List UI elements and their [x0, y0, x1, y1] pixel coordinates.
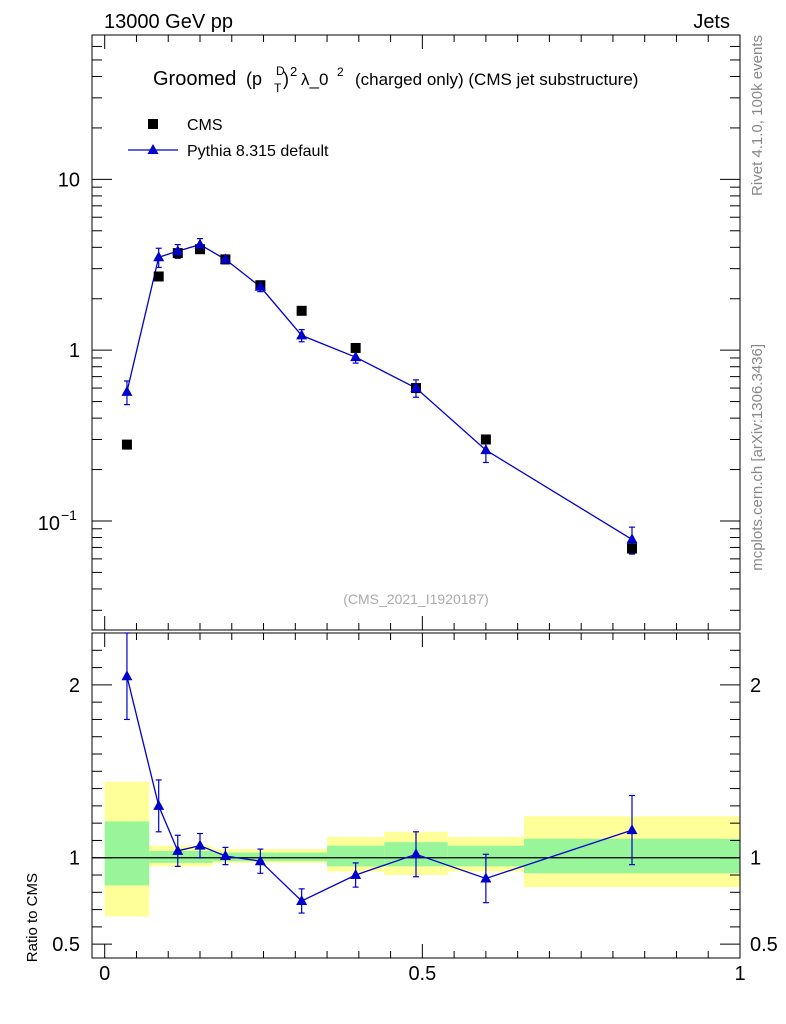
ratio-ylabel: Ratio to CMS	[24, 873, 41, 962]
mc-data-point	[626, 533, 638, 544]
ratio-ytick-label: 1	[69, 848, 80, 870]
x-tick-label: 0.5	[408, 963, 436, 985]
legend-mc-label: Pythia 8.315 default	[187, 143, 329, 160]
analysis-id: (CMS_2021_I1920187)	[343, 591, 489, 607]
main-ytick-label: 1	[69, 340, 80, 362]
mc-data-point	[153, 251, 165, 262]
cms-data-point	[627, 543, 637, 554]
legend-cms-marker	[148, 119, 158, 129]
ratio-mc-point	[121, 670, 133, 681]
mc-data-point	[172, 245, 184, 256]
mc-data-point	[121, 385, 133, 396]
chart-title: Groomed (p D T ) 2 λ_0 2 (charged only) …	[153, 64, 638, 95]
ratio-frame	[91, 632, 741, 959]
ratio-mc-point	[219, 850, 231, 861]
legend-cms-label: CMS	[187, 117, 223, 134]
title-math-base: (p	[246, 69, 262, 89]
ratio-mc-point	[350, 869, 362, 880]
x-tick-label: 1	[734, 963, 745, 985]
legend: CMS Pythia 8.315 default	[128, 117, 329, 160]
mc-data-point	[254, 280, 266, 291]
ratio-ytick-label-right: 0.5	[750, 934, 778, 956]
mc-data-point	[350, 351, 362, 362]
mc-data-point	[194, 238, 206, 249]
ratio-ytick-label-right: 2	[750, 675, 761, 697]
ratio-mc-point	[194, 839, 206, 850]
title-math-pow: 2	[290, 64, 297, 79]
mc-data-point	[410, 382, 422, 393]
title-math-sup: D	[276, 64, 285, 78]
mcplots-label: mcplots.cern.ch [arXiv:1306.3436]	[749, 344, 766, 571]
ratio-mc-point	[153, 799, 165, 810]
cms-data-point	[195, 244, 205, 255]
cms-data-point	[296, 305, 307, 316]
mc-data-point	[480, 444, 492, 455]
ratio-mc-point	[626, 824, 638, 835]
ratio-ytick-label-right: 1	[750, 848, 761, 870]
main-series	[121, 237, 638, 555]
cms-data-point	[153, 271, 164, 282]
cms-data-point	[350, 342, 361, 353]
ratio-band-inner	[327, 845, 385, 867]
ratio-band-inner	[276, 852, 328, 862]
legend-mc-marker	[147, 144, 159, 154]
main-ytick-label: 10	[38, 513, 60, 535]
ratio-mc-point	[172, 844, 184, 855]
energy-label: 13000 GeV pp	[104, 11, 233, 33]
mc-data-point	[296, 329, 308, 340]
title-math-close: )	[283, 69, 289, 89]
cms-data-point	[121, 439, 132, 450]
category-label: Jets	[693, 11, 730, 33]
ratio-series	[121, 632, 638, 914]
ratio-ticks: 2 2 1 1 0.5 0.5	[52, 632, 778, 958]
ratio-ytick-label: 2	[69, 675, 80, 697]
title-suffix: (charged only) (CMS jet substructure)	[355, 70, 638, 89]
x-tick-label: 0	[99, 963, 110, 985]
title-math-sub: T	[274, 81, 282, 95]
title-lambda-pow: 2	[337, 65, 344, 79]
main-ytick-label-exponent: −1	[61, 507, 77, 523]
title-prefix: Groomed	[153, 68, 236, 90]
ratio-mc-point	[480, 872, 492, 883]
ratio-band-inner	[104, 821, 150, 886]
ratio-ytick-label: 0.5	[52, 934, 80, 956]
cms-data-point	[480, 434, 491, 445]
title-lambda: λ_0	[301, 70, 328, 89]
ratio-panel: 2 2 1 1 0.5 0.5 Ratio to CMS	[24, 632, 778, 962]
rivet-label: Rivet 4.1.0, 100k events	[749, 35, 766, 196]
mc-series-line	[126, 243, 633, 540]
x-tick-labels: 0 0.5 1	[99, 963, 745, 985]
mc-data-point	[219, 253, 231, 264]
ratio-mc-point	[410, 848, 422, 859]
ratio-mc-point	[296, 894, 308, 905]
main-ytick-label: 10	[58, 169, 80, 191]
ratio-band-inner	[149, 850, 169, 863]
main-frame	[91, 34, 741, 631]
ratio-mc-point	[254, 855, 266, 866]
